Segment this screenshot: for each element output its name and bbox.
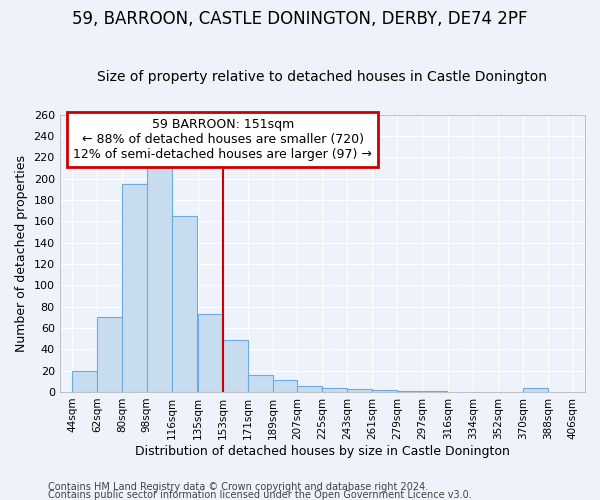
Text: 59, BARROON, CASTLE DONINGTON, DERBY, DE74 2PF: 59, BARROON, CASTLE DONINGTON, DERBY, DE…	[72, 10, 528, 28]
Text: 59 BARROON: 151sqm
← 88% of detached houses are smaller (720)
12% of semi-detach: 59 BARROON: 151sqm ← 88% of detached hou…	[73, 118, 372, 161]
Bar	[347, 389, 372, 392]
Bar	[248, 375, 272, 392]
Text: Contains HM Land Registry data © Crown copyright and database right 2024.: Contains HM Land Registry data © Crown c…	[48, 482, 428, 492]
Y-axis label: Number of detached properties: Number of detached properties	[15, 155, 28, 352]
Bar	[172, 216, 197, 392]
X-axis label: Distribution of detached houses by size in Castle Donington: Distribution of detached houses by size …	[135, 444, 510, 458]
Bar	[523, 388, 548, 392]
Text: Contains public sector information licensed under the Open Government Licence v3: Contains public sector information licen…	[48, 490, 472, 500]
Bar	[422, 391, 447, 392]
Bar	[72, 370, 97, 392]
Bar	[372, 390, 397, 392]
Bar	[198, 314, 223, 392]
Bar	[147, 163, 172, 392]
Bar	[298, 386, 322, 392]
Bar	[322, 388, 347, 392]
Bar	[97, 318, 122, 392]
Bar	[223, 340, 248, 392]
Bar	[122, 184, 147, 392]
Title: Size of property relative to detached houses in Castle Donington: Size of property relative to detached ho…	[97, 70, 547, 85]
Bar	[272, 380, 298, 392]
Bar	[397, 391, 422, 392]
